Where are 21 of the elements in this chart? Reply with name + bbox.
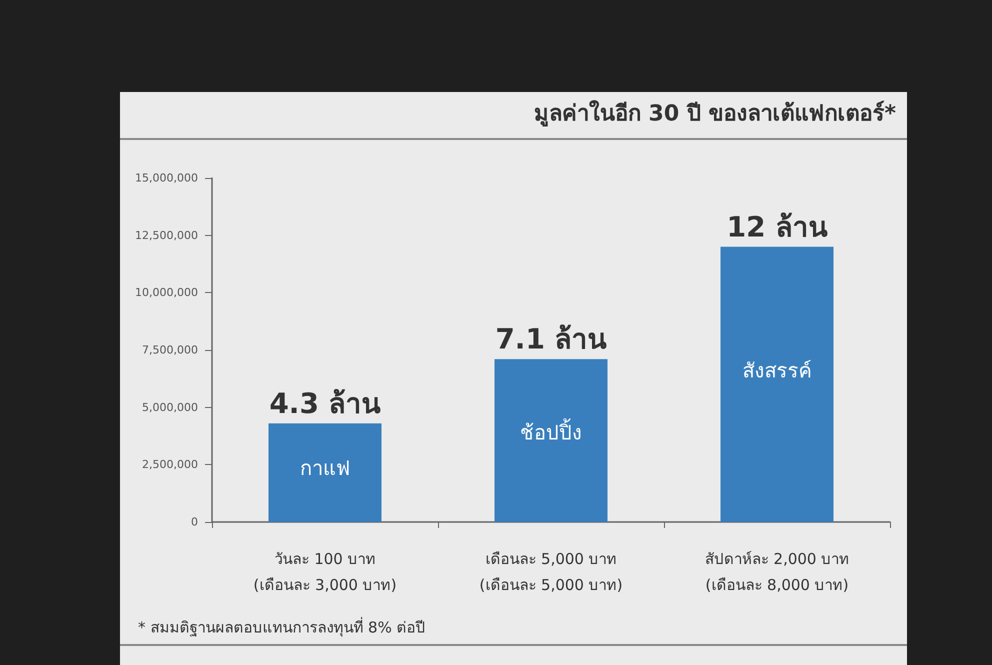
annotation: 12 ล้าน bbox=[726, 210, 828, 244]
y-tick-label: 5,000,000 bbox=[142, 400, 198, 414]
y-tick-label: 15,000,000 bbox=[135, 172, 198, 184]
annotation: กาแฟ bbox=[300, 456, 350, 480]
x-tick-label: วันละ 100 บาท (เดือนละ 3,000 บาท) bbox=[253, 550, 397, 594]
text: * สมมติฐานผลตอบแทนการลงทุนที่ 8% ต่อปี bbox=[138, 616, 426, 638]
bar bbox=[268, 423, 382, 522]
annotation: 7.1 ล้าน bbox=[495, 322, 607, 356]
annotation: สังสรรค์ bbox=[742, 358, 812, 383]
annotation: 4.3 ล้าน bbox=[269, 386, 381, 420]
bar bbox=[720, 246, 834, 522]
y-tick-label: 2,500,000 bbox=[142, 458, 198, 472]
y-tick-label: 0 bbox=[191, 516, 198, 528]
x-tick-label: สัปดาห์ละ 2,000 บาท (เดือนละ 8,000 บาท) bbox=[704, 550, 850, 594]
y-tick-label: 10,000,000 bbox=[135, 286, 198, 300]
y-tick-label: 7,500,000 bbox=[142, 344, 198, 356]
x-tick-label: เดือนละ 5,000 บาท (เดือนละ 5,000 บาท) bbox=[479, 550, 623, 594]
bar bbox=[494, 359, 608, 522]
chart-title: มูลค่าในอีก 30 ปี ของลาเต้แฟกเตอร์* bbox=[534, 100, 896, 128]
annotation: ช้อปปิ้ง bbox=[520, 418, 582, 444]
y-tick-label: 12,500,000 bbox=[135, 228, 198, 242]
